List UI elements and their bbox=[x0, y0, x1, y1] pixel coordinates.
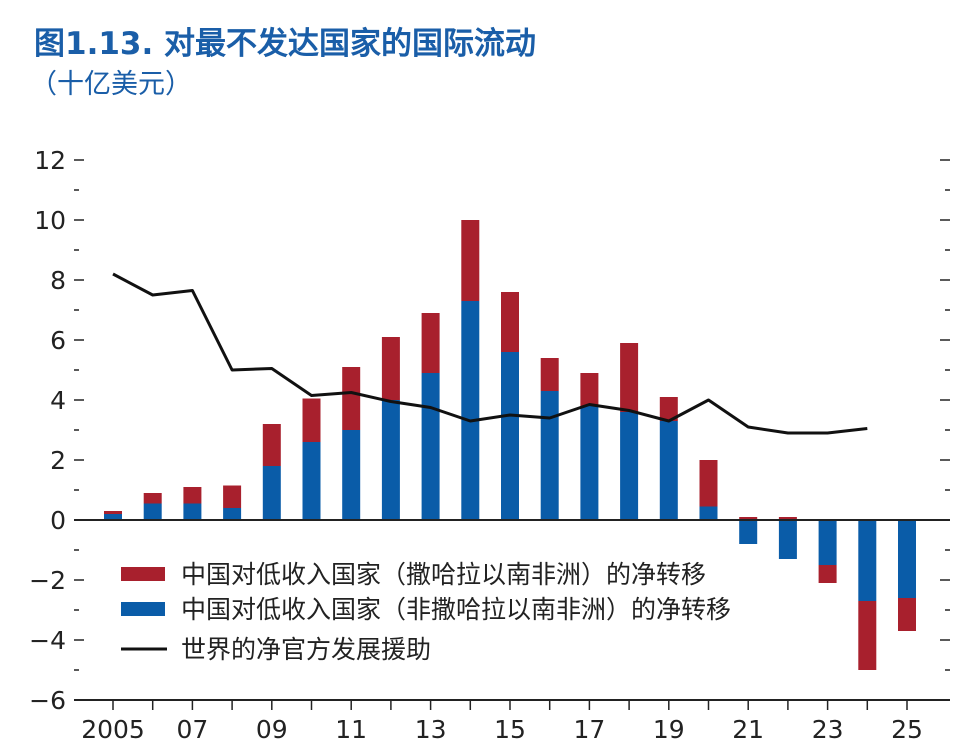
x-tick-label: 19 bbox=[653, 715, 685, 744]
bar-red-2023 bbox=[818, 565, 837, 583]
bar-blue-2021 bbox=[739, 520, 758, 544]
bar-blue-2011 bbox=[342, 430, 361, 520]
y-tick-label: −4 bbox=[29, 626, 66, 655]
bar-red-2019 bbox=[659, 397, 678, 421]
bar-red-2018 bbox=[620, 343, 639, 412]
bar-red-2016 bbox=[540, 358, 559, 391]
bar-blue-2022 bbox=[778, 520, 797, 559]
bar-blue-2017 bbox=[580, 406, 599, 520]
bar-blue-2007 bbox=[183, 503, 202, 520]
x-tick-label: 11 bbox=[335, 715, 367, 744]
x-tick-label: 25 bbox=[891, 715, 923, 744]
axes-group: 12 10 8 6 4 2 0 −2 −4 −6 2005 07 09 11 13 15 17 19 21 23 25 bbox=[29, 146, 950, 744]
bar-red-2025 bbox=[898, 598, 916, 631]
bar-blue-2010 bbox=[302, 442, 321, 520]
bar-red-2014 bbox=[461, 220, 480, 301]
x-tick-label: 23 bbox=[812, 715, 844, 744]
bar-red-2020 bbox=[699, 460, 718, 507]
legend: 中国对低收入国家（撒哈拉以南非洲）的净转移 中国对低收入国家（非撒哈拉以南非洲）… bbox=[121, 560, 731, 664]
bar-red-2012 bbox=[381, 337, 400, 400]
line-world-oda bbox=[112, 272, 868, 435]
x-tick-label: 09 bbox=[256, 715, 288, 744]
bar-blue-2012 bbox=[381, 400, 400, 520]
bar-blue-2015 bbox=[501, 352, 519, 520]
bar-blue-2013 bbox=[421, 373, 440, 520]
bar-red-2013 bbox=[421, 313, 440, 373]
x-tick-label: 21 bbox=[732, 715, 764, 744]
bars-group bbox=[104, 220, 916, 670]
y-tick-label: 12 bbox=[34, 146, 66, 175]
bar-blue-2005 bbox=[104, 514, 122, 520]
lines-group bbox=[112, 272, 868, 435]
bar-blue-2018 bbox=[620, 412, 639, 520]
y-tick-label: −2 bbox=[29, 566, 66, 595]
bar-red-2008 bbox=[223, 485, 242, 508]
y-tick-label: 2 bbox=[50, 446, 66, 475]
chart-title: 图1.13. 对最不发达国家的国际流动 bbox=[34, 26, 537, 62]
bar-red-2005 bbox=[104, 511, 122, 514]
bar-red-2017 bbox=[580, 373, 599, 406]
y-tick-label: 4 bbox=[50, 386, 66, 415]
bar-red-2021 bbox=[739, 517, 758, 520]
bar-blue-2008 bbox=[223, 508, 242, 520]
bar-blue-2024 bbox=[858, 520, 877, 601]
bar-red-2022 bbox=[778, 517, 797, 520]
x-tick-label: 17 bbox=[573, 715, 605, 744]
x-tick-label: 15 bbox=[494, 715, 526, 744]
bar-blue-2006 bbox=[143, 503, 162, 520]
legend-label-non-ssa: 中国对低收入国家（非撒哈拉以南非洲）的净转移 bbox=[181, 595, 731, 624]
bar-red-2009 bbox=[262, 424, 281, 466]
x-tick-label: 2005 bbox=[81, 715, 145, 744]
y-tick-label: 6 bbox=[50, 326, 66, 355]
bar-red-2007 bbox=[183, 487, 202, 504]
bar-red-2015 bbox=[501, 292, 519, 352]
bar-blue-2016 bbox=[540, 391, 559, 520]
legend-swatch-blue bbox=[121, 602, 165, 616]
y-tick-label: 8 bbox=[50, 266, 66, 295]
bar-blue-2009 bbox=[262, 466, 281, 520]
bar-red-2011 bbox=[342, 367, 361, 430]
legend-label-ssa: 中国对低收入国家（撒哈拉以南非洲）的净转移 bbox=[181, 560, 706, 589]
x-tick-label: 07 bbox=[176, 715, 208, 744]
legend-swatch-red bbox=[121, 567, 165, 581]
y-tick-label: −6 bbox=[29, 686, 66, 715]
bar-blue-2014 bbox=[461, 301, 480, 520]
y-tick-label: 0 bbox=[50, 506, 66, 535]
chart-subtitle: （十亿美元） bbox=[30, 69, 192, 100]
bar-blue-2019 bbox=[659, 421, 678, 520]
y-tick-label: 10 bbox=[34, 206, 66, 235]
bar-red-2010 bbox=[302, 398, 321, 442]
bar-blue-2020 bbox=[699, 506, 718, 520]
bar-red-2006 bbox=[143, 493, 162, 504]
legend-label-oda: 世界的净官方发展援助 bbox=[181, 635, 431, 664]
bar-red-2024 bbox=[858, 601, 877, 670]
bar-blue-2025 bbox=[898, 520, 916, 598]
bar-blue-2023 bbox=[818, 520, 837, 565]
x-tick-label: 13 bbox=[415, 715, 447, 744]
